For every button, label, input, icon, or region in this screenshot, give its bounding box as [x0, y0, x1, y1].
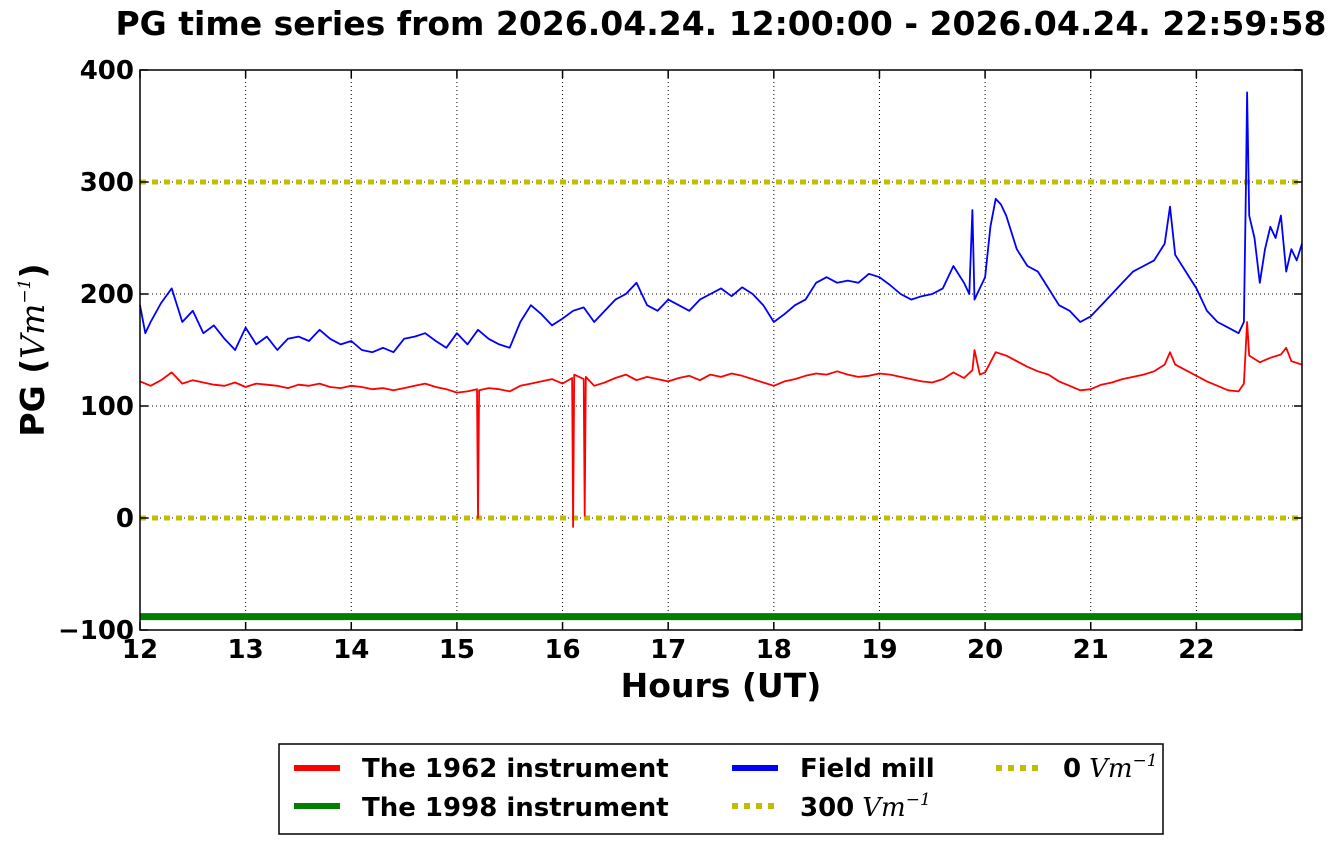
y-axis-label-prefix: PG (	[13, 359, 52, 437]
legend-label-field-mill: Field mill	[800, 754, 935, 784]
legend-label-300-exp: −1	[906, 790, 931, 810]
chart-title: PG time series from 2026.04.24. 12:00:00…	[116, 4, 1327, 43]
y-axis-label-suffix: )	[13, 263, 52, 278]
x-tick-label: 22	[1178, 635, 1214, 665]
x-tick-label: 21	[1073, 635, 1109, 665]
x-axis-label: Hours (UT)	[621, 666, 822, 705]
series-line-2	[139, 91, 1303, 354]
legend-label-0-unit: Vm	[1089, 754, 1132, 784]
y-axis-ticks: 400 300 200 100 0 −100	[58, 56, 1302, 646]
y-tick-label: −100	[58, 616, 134, 646]
plot-frame	[139, 69, 1303, 631]
legend: The 1962 instrument The 1998 instrument …	[278, 743, 1164, 835]
legend-label-1998: The 1998 instrument	[362, 793, 669, 823]
series-line-0	[139, 321, 1303, 528]
x-tick-label: 17	[650, 635, 686, 665]
legend-label-0-exp: −1	[1133, 751, 1158, 771]
y-tick-label: 300	[80, 168, 134, 198]
x-tick-label: 18	[756, 635, 792, 665]
y-tick-label: 200	[80, 280, 134, 310]
legend-label-1962: The 1962 instrument	[362, 754, 669, 784]
x-tick-label: 14	[333, 635, 369, 665]
legend-label-0: 0 Vm−1	[1063, 751, 1158, 784]
x-axis-ticks: 12 13 14 15 16 17 18 19 20 21 22	[122, 70, 1214, 665]
legend-label-300-unit: Vm	[862, 793, 905, 823]
y-tick-label: 400	[80, 56, 134, 86]
x-tick-label: 13	[228, 635, 264, 665]
y-axis-label: PG (Vm−1)	[13, 263, 52, 436]
y-axis-label-unit: Vm	[13, 304, 52, 359]
x-tick-label: 15	[439, 635, 475, 665]
legend-label-300: 300 Vm−1	[800, 790, 931, 823]
x-tick-label: 20	[967, 635, 1003, 665]
plot-area	[139, 91, 1303, 621]
x-tick-label: 12	[122, 635, 158, 665]
y-tick-label: 100	[80, 392, 134, 422]
legend-label-0-value: 0	[1063, 754, 1081, 784]
x-tick-label: 19	[861, 635, 897, 665]
y-axis-label-exponent: −1	[15, 279, 35, 304]
x-tick-label: 16	[544, 635, 580, 665]
y-tick-label: 0	[116, 504, 134, 534]
legend-label-300-value: 300	[800, 793, 854, 823]
legend-box	[278, 743, 1164, 835]
